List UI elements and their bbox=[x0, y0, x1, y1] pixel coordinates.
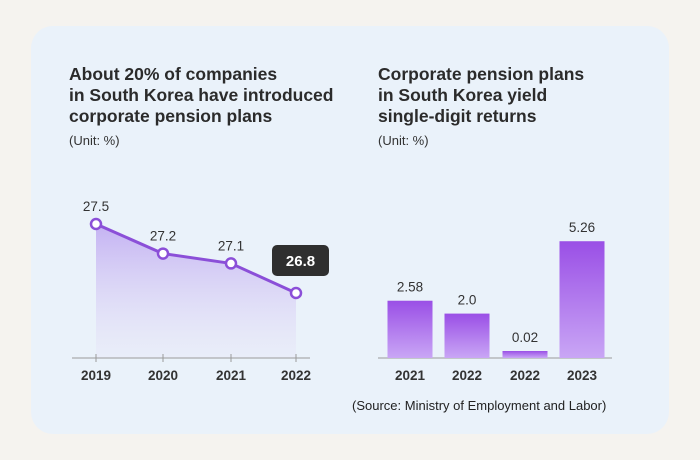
data-label: 27.1 bbox=[218, 238, 244, 253]
x-tick-label: 2021 bbox=[216, 368, 247, 383]
bar bbox=[559, 241, 605, 358]
data-label: 0.02 bbox=[512, 330, 538, 345]
x-tick-label: 2020 bbox=[148, 368, 178, 383]
line-chart-unit: (Unit: %) bbox=[69, 133, 120, 148]
bar-chart-unit: (Unit: %) bbox=[378, 133, 429, 148]
x-tick-label: 2022 bbox=[281, 368, 311, 383]
data-label: 2.58 bbox=[397, 280, 423, 295]
bar bbox=[387, 300, 433, 358]
line-point bbox=[156, 247, 170, 260]
x-tick-label: 2022 bbox=[510, 368, 540, 383]
x-tick-label: 2023 bbox=[567, 368, 598, 383]
x-tick-label: 2019 bbox=[81, 368, 111, 383]
data-label: 27.5 bbox=[83, 199, 109, 214]
line-chart-title: About 20% of companies in South Korea ha… bbox=[69, 64, 334, 126]
line-series bbox=[95, 222, 297, 295]
data-label: 5.26 bbox=[569, 220, 595, 235]
source-note: (Source: Ministry of Employment and Labo… bbox=[352, 398, 607, 413]
x-tick-label: 2021 bbox=[395, 368, 426, 383]
data-label: 27.2 bbox=[150, 229, 176, 244]
data-label: 2.0 bbox=[458, 293, 477, 308]
line-area bbox=[96, 224, 296, 358]
x-tick-label: 2022 bbox=[452, 368, 482, 383]
bar bbox=[444, 313, 490, 358]
highlight-callout-label: 26.8 bbox=[286, 253, 315, 270]
bar-chart-title: Corporate pension plans in South Korea y… bbox=[378, 64, 585, 126]
bar bbox=[502, 351, 548, 358]
line-point bbox=[89, 217, 103, 231]
line-point bbox=[289, 286, 303, 300]
infographic-card bbox=[31, 26, 669, 434]
highlight-callout bbox=[272, 245, 329, 276]
line-point bbox=[224, 257, 238, 270]
